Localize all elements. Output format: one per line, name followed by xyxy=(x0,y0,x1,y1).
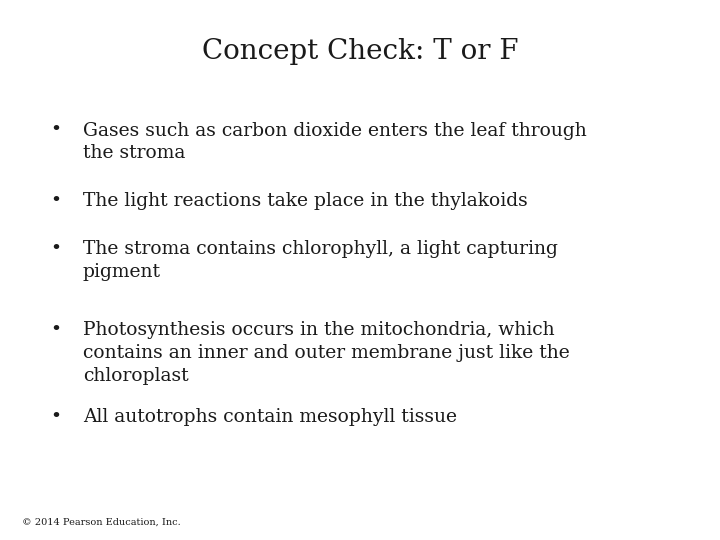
Text: Concept Check: T or F: Concept Check: T or F xyxy=(202,38,518,65)
Text: •: • xyxy=(50,192,61,210)
Text: © 2014 Pearson Education, Inc.: © 2014 Pearson Education, Inc. xyxy=(22,517,180,526)
Text: •: • xyxy=(50,408,61,426)
Text: The stroma contains chlorophyll, a light capturing
pigment: The stroma contains chlorophyll, a light… xyxy=(83,240,558,281)
Text: •: • xyxy=(50,321,61,339)
Text: •: • xyxy=(50,122,61,139)
Text: Gases such as carbon dioxide enters the leaf through
the stroma: Gases such as carbon dioxide enters the … xyxy=(83,122,587,163)
Text: The light reactions take place in the thylakoids: The light reactions take place in the th… xyxy=(83,192,528,210)
Text: •: • xyxy=(50,240,61,258)
Text: All autotrophs contain mesophyll tissue: All autotrophs contain mesophyll tissue xyxy=(83,408,456,426)
Text: Photosynthesis occurs in the mitochondria, which
contains an inner and outer mem: Photosynthesis occurs in the mitochondri… xyxy=(83,321,570,385)
